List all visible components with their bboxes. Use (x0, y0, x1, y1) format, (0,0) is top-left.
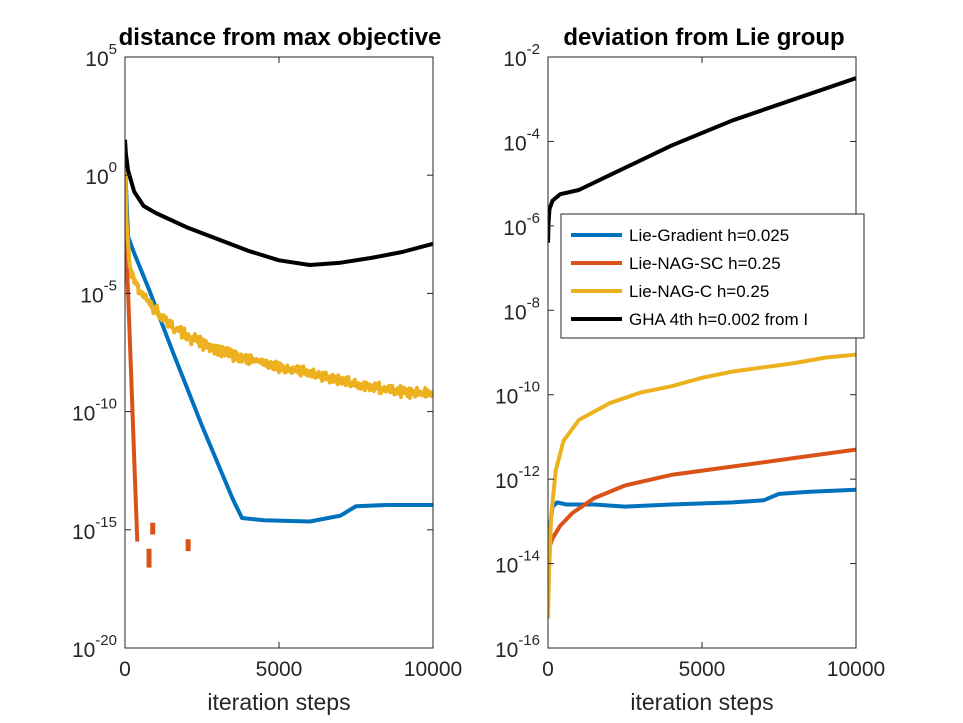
chart-title: deviation from Lie group (563, 24, 844, 51)
legend-entry-lie-nag-c: Lie-NAG-C h=0.25 (571, 282, 769, 301)
y-tick-exponent: -15 (95, 514, 117, 531)
y-tick-base: 10 (72, 403, 95, 426)
y-tick-label: 10-14 (495, 548, 540, 578)
x-tick-label: 0 (542, 658, 554, 681)
y-tick-label: 10-5 (80, 277, 117, 307)
legend-label: Lie-NAG-SC h=0.25 (629, 254, 781, 273)
legend-entry-lie-gradient: Lie-Gradient h=0.025 (571, 226, 789, 245)
y-tick-label: 100 (85, 159, 117, 189)
chart-title: distance from max objective (119, 24, 442, 51)
y-tick-base: 10 (503, 132, 526, 155)
series-line-gha-4th-h-0-002-from-i (548, 76, 856, 243)
y-tick-label: 10-2 (503, 41, 540, 71)
axes-box (124, 56, 434, 649)
x-tick-label: 5000 (256, 658, 303, 681)
plot-area (125, 57, 433, 648)
y-tick-label: 10-12 (495, 463, 540, 493)
y-tick-exponent: 0 (109, 159, 117, 176)
legend-label: Lie-NAG-C h=0.25 (629, 282, 769, 301)
y-tick-exponent: -14 (518, 548, 540, 565)
y-tick-base: 10 (85, 166, 108, 189)
y-tick-base: 10 (72, 639, 95, 662)
y-tick-label: 105 (85, 41, 117, 71)
axes-box (547, 56, 857, 649)
x-axis-label: iteration steps (207, 689, 350, 715)
legend-entry-gha-4th: GHA 4th h=0.002 from I (571, 310, 808, 329)
y-tick-base: 10 (495, 555, 518, 578)
y-tick-base: 10 (85, 48, 108, 71)
y-tick-label: 10-4 (503, 125, 540, 155)
legend-label: GHA 4th h=0.002 from I (629, 310, 808, 329)
y-tick-exponent: -20 (95, 632, 117, 649)
y-tick-label: 10-8 (503, 294, 540, 324)
x-tick-label: 10000 (827, 658, 885, 681)
panel-deviation-from-lie-group: deviation from Lie group 10-210-410-610-… (495, 24, 885, 715)
legend: Lie-Gradient h=0.025 Lie-NAG-SC h=0.25 L… (560, 213, 865, 339)
y-tick-label: 10-10 (495, 379, 540, 409)
y-tick-exponent: -8 (527, 294, 540, 311)
panel-distance-from-max-objective: distance from max objective 10510010-510… (72, 24, 462, 715)
y-tick-exponent: -16 (518, 632, 540, 649)
y-tick-base: 10 (495, 639, 518, 662)
y-tick-label: 10-16 (495, 632, 540, 662)
legend-label: Lie-Gradient h=0.025 (629, 226, 789, 245)
y-tick-exponent: -6 (527, 210, 540, 227)
plot-area (548, 57, 856, 648)
y-tick-exponent: -10 (95, 396, 117, 413)
x-tick-label: 5000 (679, 658, 726, 681)
y-tick-label: 10-20 (72, 632, 117, 662)
series-line-lie-gradient-h-0-025 (125, 163, 433, 524)
y-tick-exponent: 5 (109, 41, 117, 58)
y-tick-exponent: -5 (104, 277, 117, 294)
series-line-lie-nag-sc-h-0-25 (125, 222, 140, 542)
y-tick-base: 10 (503, 48, 526, 71)
y-tick-base: 10 (503, 217, 526, 240)
x-tick-label: 0 (119, 658, 131, 681)
legend-entry-lie-nag-sc: Lie-NAG-SC h=0.25 (571, 254, 781, 273)
y-tick-exponent: -12 (518, 463, 540, 480)
series-line-lie-nag-c-h-0-25 (125, 151, 433, 400)
series-line-gha-4th-h-0-002-from-i (125, 139, 433, 267)
y-tick-label: 10-10 (72, 396, 117, 426)
x-tick-label: 10000 (404, 658, 462, 681)
y-tick-exponent: -4 (527, 125, 540, 142)
y-tick-base: 10 (495, 386, 518, 409)
x-axis-label: iteration steps (630, 689, 773, 715)
y-tick-base: 10 (503, 301, 526, 324)
y-tick-base: 10 (72, 521, 95, 544)
y-tick-exponent: -2 (527, 41, 540, 58)
series-layer (548, 76, 856, 619)
series-line-lie-nag-c-h-0-25 (548, 352, 856, 619)
y-tick-base: 10 (495, 470, 518, 493)
y-tick-exponent: -10 (518, 379, 540, 396)
y-tick-base: 10 (80, 284, 103, 307)
y-tick-label: 10-15 (72, 514, 117, 544)
y-tick-label: 10-6 (503, 210, 540, 240)
series-layer (125, 139, 433, 568)
